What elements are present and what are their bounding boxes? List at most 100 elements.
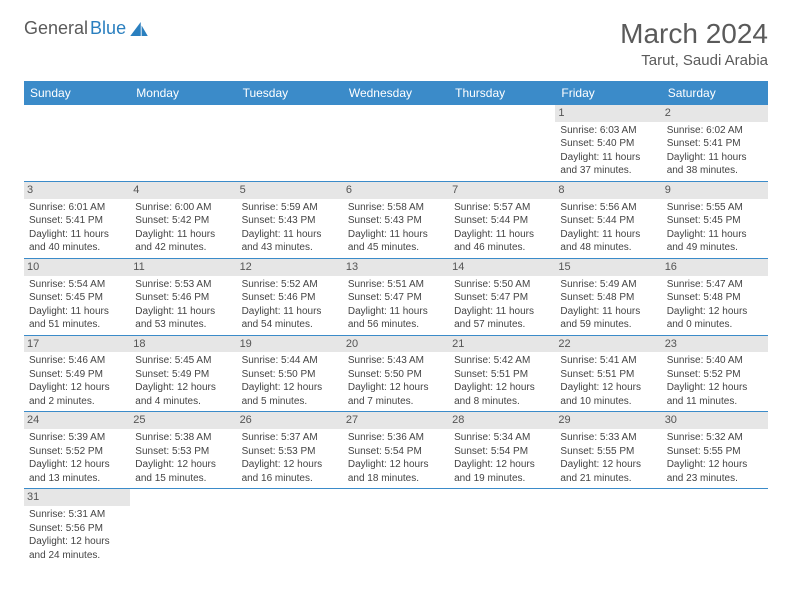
day-number: 7	[449, 182, 555, 199]
sunrise-line: Sunrise: 5:55 AM	[667, 201, 763, 215]
day-number: 18	[130, 336, 236, 353]
sunset-line: Sunset: 5:49 PM	[135, 368, 231, 382]
calendar-day-cell: 14Sunrise: 5:50 AMSunset: 5:47 PMDayligh…	[449, 258, 555, 335]
day2-line: and 23 minutes.	[667, 472, 763, 486]
day1-line: Daylight: 12 hours	[242, 458, 338, 472]
day2-line: and 42 minutes.	[135, 241, 231, 255]
day2-line: and 4 minutes.	[135, 395, 231, 409]
day-number: 16	[662, 259, 768, 276]
day1-line: Daylight: 11 hours	[667, 151, 763, 165]
day-number: 14	[449, 259, 555, 276]
sunrise-line: Sunrise: 6:00 AM	[135, 201, 231, 215]
day2-line: and 10 minutes.	[560, 395, 656, 409]
sunset-line: Sunset: 5:41 PM	[667, 137, 763, 151]
month-title: March 2024	[620, 18, 768, 50]
day1-line: Daylight: 12 hours	[454, 381, 550, 395]
day-number: 27	[343, 412, 449, 429]
calendar-week-row: 24Sunrise: 5:39 AMSunset: 5:52 PMDayligh…	[24, 412, 768, 489]
sunset-line: Sunset: 5:52 PM	[667, 368, 763, 382]
day1-line: Daylight: 12 hours	[29, 381, 125, 395]
day2-line: and 37 minutes.	[560, 164, 656, 178]
calendar-day-cell: 18Sunrise: 5:45 AMSunset: 5:49 PMDayligh…	[130, 335, 236, 412]
sunrise-line: Sunrise: 6:01 AM	[29, 201, 125, 215]
day-number: 4	[130, 182, 236, 199]
day1-line: Daylight: 11 hours	[560, 151, 656, 165]
day1-line: Daylight: 11 hours	[454, 228, 550, 242]
day2-line: and 59 minutes.	[560, 318, 656, 332]
weekday-header: Wednesday	[343, 81, 449, 105]
day2-line: and 13 minutes.	[29, 472, 125, 486]
sunset-line: Sunset: 5:45 PM	[29, 291, 125, 305]
day-number: 1	[555, 105, 661, 122]
day-number: 24	[24, 412, 130, 429]
sunrise-line: Sunrise: 5:47 AM	[667, 278, 763, 292]
weekday-header: Monday	[130, 81, 236, 105]
sunrise-line: Sunrise: 5:53 AM	[135, 278, 231, 292]
day2-line: and 24 minutes.	[29, 549, 125, 563]
calendar-day-cell: 17Sunrise: 5:46 AMSunset: 5:49 PMDayligh…	[24, 335, 130, 412]
sunset-line: Sunset: 5:43 PM	[348, 214, 444, 228]
sunset-line: Sunset: 5:50 PM	[242, 368, 338, 382]
sail-icon	[130, 22, 148, 36]
day2-line: and 53 minutes.	[135, 318, 231, 332]
day-number: 22	[555, 336, 661, 353]
calendar-day-cell: 15Sunrise: 5:49 AMSunset: 5:48 PMDayligh…	[555, 258, 661, 335]
day2-line: and 19 minutes.	[454, 472, 550, 486]
day2-line: and 45 minutes.	[348, 241, 444, 255]
sunset-line: Sunset: 5:53 PM	[135, 445, 231, 459]
day2-line: and 51 minutes.	[29, 318, 125, 332]
sunset-line: Sunset: 5:44 PM	[454, 214, 550, 228]
sunrise-line: Sunrise: 5:43 AM	[348, 354, 444, 368]
day1-line: Daylight: 11 hours	[560, 305, 656, 319]
sunrise-line: Sunrise: 5:56 AM	[560, 201, 656, 215]
calendar-day-cell: 13Sunrise: 5:51 AMSunset: 5:47 PMDayligh…	[343, 258, 449, 335]
sunset-line: Sunset: 5:46 PM	[242, 291, 338, 305]
calendar-day-cell: 16Sunrise: 5:47 AMSunset: 5:48 PMDayligh…	[662, 258, 768, 335]
sunset-line: Sunset: 5:49 PM	[29, 368, 125, 382]
calendar-day-cell: 30Sunrise: 5:32 AMSunset: 5:55 PMDayligh…	[662, 412, 768, 489]
sunset-line: Sunset: 5:46 PM	[135, 291, 231, 305]
day1-line: Daylight: 12 hours	[348, 458, 444, 472]
calendar-empty-cell	[343, 105, 449, 181]
day1-line: Daylight: 12 hours	[667, 458, 763, 472]
calendar-empty-cell	[449, 105, 555, 181]
sunrise-line: Sunrise: 5:54 AM	[29, 278, 125, 292]
calendar-day-cell: 28Sunrise: 5:34 AMSunset: 5:54 PMDayligh…	[449, 412, 555, 489]
day-number: 2	[662, 105, 768, 122]
sunrise-line: Sunrise: 5:46 AM	[29, 354, 125, 368]
day2-line: and 5 minutes.	[242, 395, 338, 409]
day2-line: and 48 minutes.	[560, 241, 656, 255]
day2-line: and 57 minutes.	[454, 318, 550, 332]
day2-line: and 54 minutes.	[242, 318, 338, 332]
sunrise-line: Sunrise: 5:40 AM	[667, 354, 763, 368]
sunrise-line: Sunrise: 5:58 AM	[348, 201, 444, 215]
sunset-line: Sunset: 5:48 PM	[560, 291, 656, 305]
day1-line: Daylight: 12 hours	[454, 458, 550, 472]
day-number: 8	[555, 182, 661, 199]
calendar-day-cell: 4Sunrise: 6:00 AMSunset: 5:42 PMDaylight…	[130, 181, 236, 258]
sunset-line: Sunset: 5:54 PM	[348, 445, 444, 459]
sunset-line: Sunset: 5:51 PM	[454, 368, 550, 382]
day-number: 26	[237, 412, 343, 429]
header: GeneralBlue March 2024 Tarut, Saudi Arab…	[24, 18, 768, 69]
calendar-week-row: 1Sunrise: 6:03 AMSunset: 5:40 PMDaylight…	[24, 105, 768, 181]
day2-line: and 46 minutes.	[454, 241, 550, 255]
day2-line: and 8 minutes.	[454, 395, 550, 409]
day2-line: and 38 minutes.	[667, 164, 763, 178]
calendar-day-cell: 29Sunrise: 5:33 AMSunset: 5:55 PMDayligh…	[555, 412, 661, 489]
day1-line: Daylight: 11 hours	[135, 305, 231, 319]
day-number: 28	[449, 412, 555, 429]
calendar-day-cell: 24Sunrise: 5:39 AMSunset: 5:52 PMDayligh…	[24, 412, 130, 489]
calendar-empty-cell	[555, 489, 661, 565]
day-number: 10	[24, 259, 130, 276]
sunrise-line: Sunrise: 5:44 AM	[242, 354, 338, 368]
sunrise-line: Sunrise: 5:50 AM	[454, 278, 550, 292]
day-number: 13	[343, 259, 449, 276]
sunset-line: Sunset: 5:53 PM	[242, 445, 338, 459]
day1-line: Daylight: 11 hours	[348, 228, 444, 242]
sunset-line: Sunset: 5:44 PM	[560, 214, 656, 228]
sunrise-line: Sunrise: 5:38 AM	[135, 431, 231, 445]
day1-line: Daylight: 11 hours	[348, 305, 444, 319]
day1-line: Daylight: 12 hours	[242, 381, 338, 395]
sunset-line: Sunset: 5:47 PM	[454, 291, 550, 305]
